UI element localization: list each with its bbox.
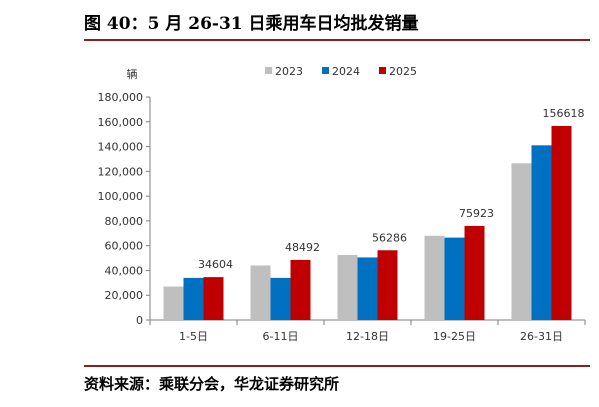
legend-label-2024: 2024 [332,65,360,78]
legend-swatch-2023 [265,67,272,74]
data-labels: 34604 48492 56286 75923 156618 [198,107,585,271]
y-tick-label: 40,000 [105,264,144,277]
bar-2025 [203,277,224,320]
y-axis-label: 辆 [127,67,138,81]
data-label: 75923 [459,207,494,220]
y-tick-label: 20,000 [105,289,144,302]
y-tick-label: 80,000 [105,215,144,228]
bar-2025 [551,125,572,320]
y-tick-label: 140,000 [98,141,144,154]
x-tick-label: 6-11日 [263,330,299,343]
bars [163,125,572,320]
y-tick-label: 160,000 [98,116,144,129]
y-tick-label: 100,000 [98,190,144,203]
x-axis: 1-5日 6-11日 12-18日 19-25日 26-31日 [149,319,586,343]
x-tick-label: 1-5日 [179,330,208,343]
bar-2024 [444,237,465,320]
bar-2023 [163,286,184,320]
title-underline [84,39,590,41]
y-axis: 0 20,000 40,000 60,000 80,000 100,000 120,000 1… [98,67,151,327]
data-label: 156618 [543,107,585,120]
bar-2024 [183,277,204,320]
bar-2024 [270,277,291,320]
data-label: 48492 [285,241,320,254]
data-label: 34604 [198,258,233,271]
data-label: 56286 [372,231,407,244]
bar-2025 [290,259,311,320]
y-tick-label: 180,000 [98,91,144,104]
figure-title: 图 40：5 月 26-31 日乘用车日均批发销量 [84,14,419,34]
x-tick-label: 12-18日 [346,330,389,343]
source-overline [84,365,590,367]
bar-2023 [337,254,358,320]
legend-swatch-2024 [322,67,329,74]
page-edge [595,0,599,407]
bar-2024 [531,145,552,320]
bar-2023 [424,235,445,320]
bar-2025 [377,250,398,320]
bar-2023 [250,265,271,320]
y-tick-label: 120,000 [98,165,144,178]
bar-2024 [357,257,378,320]
legend-swatch-2025 [379,67,386,74]
y-tick-label: 0 [136,314,143,327]
figure-header: 图 40：5 月 26-31 日乘用车日均批发销量 [0,0,590,40]
bar-2025 [464,225,485,320]
source-note: 资料来源：乘联分会，华龙证券研究所 [84,375,340,393]
bar-2023 [511,163,532,320]
x-tick-label: 26-31日 [520,330,563,343]
x-tick-label: 19-25日 [433,330,476,343]
y-tick-label: 60,000 [105,240,144,253]
legend-label-2025: 2025 [389,65,417,78]
legend-label-2023: 2023 [275,65,303,78]
legend: 2023 2024 2025 [265,65,417,78]
